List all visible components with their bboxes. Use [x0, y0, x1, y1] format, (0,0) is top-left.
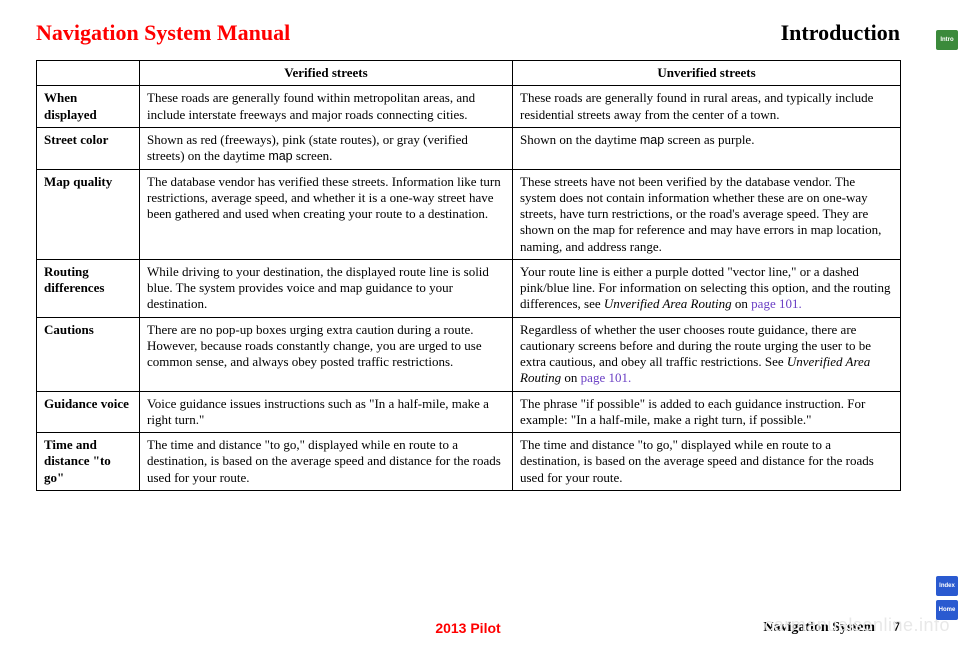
header-verified: Verified streets	[140, 61, 513, 86]
cell-when-verified: These roads are generally found within m…	[140, 86, 513, 128]
tab-intro[interactable]: Intro	[936, 30, 958, 50]
text: screen as purple.	[664, 132, 754, 147]
map-word: map	[268, 149, 292, 163]
cell-quality-unverified: These streets have not been verified by …	[513, 169, 901, 259]
table-row: Time and distance "to go" The time and d…	[37, 433, 901, 491]
section-title: Introduction	[781, 20, 900, 46]
text: on	[732, 296, 752, 311]
cell-routing-unverified: Your route line is either a purple dotte…	[513, 259, 901, 317]
header-blank	[37, 61, 140, 86]
footer-model: 2013 Pilot	[36, 620, 900, 636]
cell-voice-unverified: The phrase "if possible" is added to eac…	[513, 391, 901, 433]
cell-cautions-unverified: Regardless of whether the user chooses r…	[513, 317, 901, 391]
row-label-color: Street color	[37, 127, 140, 169]
page-footer: 2013 Pilot Navigation System7	[36, 620, 900, 636]
cell-cautions-verified: There are no pop-up boxes urging extra c…	[140, 317, 513, 391]
ref-title: Unverified Area Routing	[604, 296, 732, 311]
row-label-voice: Guidance voice	[37, 391, 140, 433]
tab-index[interactable]: Index	[936, 576, 958, 596]
text: Shown on the daytime	[520, 132, 640, 147]
table-row: Cautions There are no pop-up boxes urgin…	[37, 317, 901, 391]
text: screen.	[293, 148, 333, 163]
cell-color-unverified: Shown on the daytime map screen as purpl…	[513, 127, 901, 169]
cell-color-verified: Shown as red (freeways), pink (state rou…	[140, 127, 513, 169]
page-link[interactable]: page 101.	[751, 296, 802, 311]
map-word: map	[640, 133, 664, 147]
text: on	[561, 370, 581, 385]
table-row: Routing differences While driving to you…	[37, 259, 901, 317]
side-tabs: Intro Index Home	[930, 0, 960, 654]
cell-time-verified: The time and distance "to go," displayed…	[140, 433, 513, 491]
verified-unverified-table: Verified streets Unverified streets When…	[36, 60, 901, 491]
row-label-cautions: Cautions	[37, 317, 140, 391]
row-label-time: Time and distance "to go"	[37, 433, 140, 491]
manual-title: Navigation System Manual	[36, 20, 290, 46]
row-label-routing: Routing differences	[37, 259, 140, 317]
cell-time-unverified: The time and distance "to go," displayed…	[513, 433, 901, 491]
table-row: When displayed These roads are generally…	[37, 86, 901, 128]
header-unverified: Unverified streets	[513, 61, 901, 86]
cell-routing-verified: While driving to your destination, the d…	[140, 259, 513, 317]
cell-when-unverified: These roads are generally found in rural…	[513, 86, 901, 128]
cell-quality-verified: The database vendor has verified these s…	[140, 169, 513, 259]
table-row: Map quality The database vendor has veri…	[37, 169, 901, 259]
row-label-quality: Map quality	[37, 169, 140, 259]
tab-home[interactable]: Home	[936, 600, 958, 620]
page-link[interactable]: page 101.	[581, 370, 632, 385]
table-row: Street color Shown as red (freeways), pi…	[37, 127, 901, 169]
row-label-when: When displayed	[37, 86, 140, 128]
table-row: Guidance voice Voice guidance issues ins…	[37, 391, 901, 433]
cell-voice-verified: Voice guidance issues instructions such …	[140, 391, 513, 433]
